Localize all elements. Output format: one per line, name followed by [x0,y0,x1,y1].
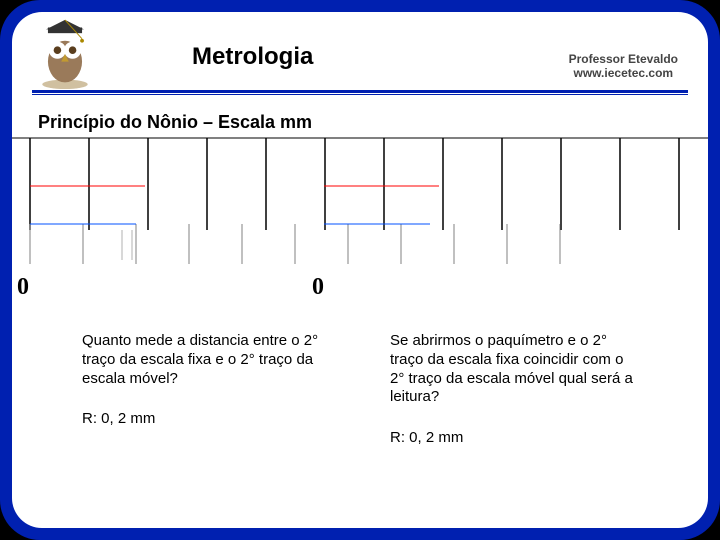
left-column: Quanto mede a distancia entre o 2° traço… [82,332,330,518]
question-columns: Quanto mede a distancia entre o 2° traço… [12,332,708,518]
svg-text:0: 0 [17,274,29,300]
header: Metrologia Professor Etevaldo www.iecete… [12,12,708,92]
left-question: Quanto mede a distancia entre o 2° traço… [82,332,330,388]
right-question: Se abrirmos o paquímetro e o 2° traço da… [390,332,638,407]
slide-content: Metrologia Professor Etevaldo www.iecete… [12,12,708,528]
right-column: Se abrirmos o paquímetro e o 2° traço da… [390,332,638,518]
professor-credit: Professor Etevaldo www.iecetec.com [569,52,678,81]
right-answer: R: 0, 2 mm [390,429,638,448]
professor-url: www.iecetec.com [569,66,678,80]
svg-text:0: 0 [312,274,324,300]
slide-frame: Metrologia Professor Etevaldo www.iecete… [0,0,720,540]
header-rule [32,90,688,95]
owl-logo-icon [36,18,94,90]
page-title: Metrologia [192,43,313,71]
professor-name: Professor Etevaldo [569,52,678,66]
vernier-diagram: 00 [12,114,708,304]
left-answer: R: 0, 2 mm [82,410,330,429]
